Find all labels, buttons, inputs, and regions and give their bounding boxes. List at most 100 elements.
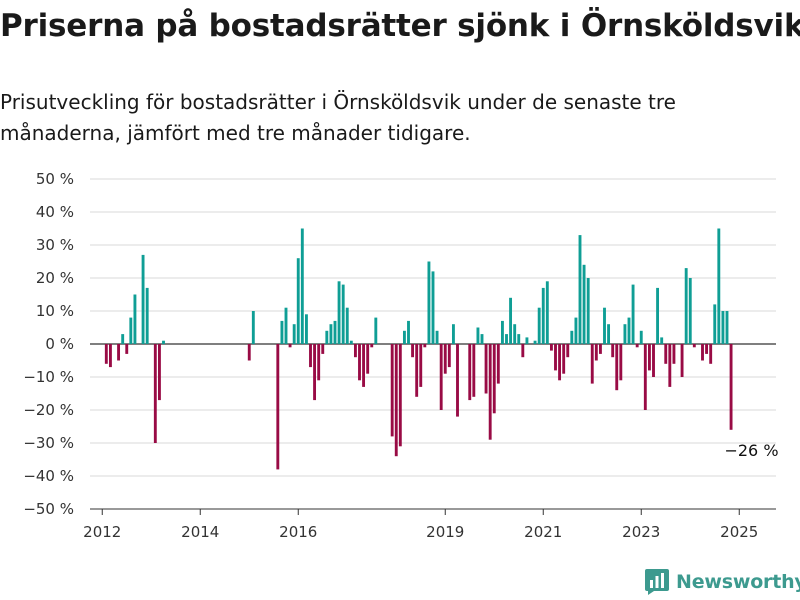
bar	[407, 320, 410, 344]
bar	[133, 294, 137, 344]
bar	[374, 317, 378, 344]
bar	[586, 278, 590, 344]
bar	[251, 311, 255, 344]
bar	[672, 344, 676, 364]
bar	[594, 344, 598, 361]
bar	[304, 314, 308, 344]
x-tick-label: 2021	[524, 523, 562, 541]
bar	[566, 344, 570, 358]
bar	[680, 344, 684, 377]
bar	[435, 330, 439, 344]
bar	[533, 340, 537, 344]
bar	[419, 344, 423, 387]
chart-title: Priserna på bostadsrätter sjönk i Örnskö…	[0, 8, 800, 44]
bar	[488, 344, 492, 440]
bar	[537, 307, 541, 344]
bar	[439, 344, 443, 410]
bar	[623, 324, 627, 344]
bar	[341, 284, 345, 344]
bar	[141, 254, 145, 344]
bar	[647, 344, 651, 371]
bar	[247, 344, 251, 361]
bar	[631, 284, 635, 344]
bar	[423, 344, 427, 348]
y-tick-label: −30 %	[23, 434, 74, 452]
bar	[325, 330, 329, 344]
bar	[562, 344, 566, 374]
bar	[451, 324, 455, 344]
bar	[558, 344, 562, 381]
bar	[117, 344, 121, 361]
bar	[721, 311, 725, 344]
bar	[145, 287, 149, 344]
bars	[104, 228, 733, 470]
bar	[125, 344, 129, 354]
bar	[313, 344, 317, 401]
y-tick-label: −50 %	[23, 500, 74, 518]
newsworthy-logo-text: Newsworthy	[676, 571, 800, 593]
bar	[333, 320, 337, 344]
bar	[500, 320, 504, 344]
newsworthy-logo-icon	[645, 569, 669, 595]
bar	[729, 344, 733, 430]
last-value-annotation: −26 %	[724, 441, 778, 460]
x-tick-label: 2023	[622, 523, 660, 541]
bar	[660, 337, 664, 344]
bar	[717, 228, 721, 344]
bar	[484, 344, 488, 394]
bar	[709, 344, 713, 364]
bar	[337, 281, 341, 344]
bar	[390, 344, 394, 437]
bar	[725, 311, 729, 344]
bar	[541, 287, 545, 344]
bar	[603, 307, 606, 344]
bar	[345, 307, 349, 344]
bar	[472, 344, 476, 397]
bar	[415, 344, 419, 397]
bar	[366, 344, 370, 374]
y-tick-label: −20 %	[23, 401, 74, 419]
bar	[509, 297, 513, 344]
bar	[517, 334, 521, 344]
bar	[639, 330, 643, 344]
bar	[317, 344, 321, 381]
bar	[656, 287, 660, 344]
x-tick-label: 2012	[83, 523, 121, 541]
bar	[635, 344, 639, 348]
y-tick-label: 30 %	[36, 236, 74, 254]
bar	[292, 324, 296, 344]
bar	[619, 344, 623, 381]
bar	[525, 337, 529, 344]
bar	[321, 344, 325, 354]
x-tick-label: 2019	[426, 523, 464, 541]
bar	[598, 344, 602, 354]
y-tick-label: 10 %	[36, 302, 74, 320]
bar	[129, 317, 133, 344]
bar	[549, 344, 553, 351]
bar	[162, 340, 165, 344]
bar	[362, 344, 366, 387]
bar	[590, 344, 594, 384]
bar	[468, 344, 472, 401]
bar	[705, 344, 709, 354]
x-axis-ticks: 2012 2014 2016 2019 2021 2023 2025	[83, 509, 758, 541]
x-tick-label: 2016	[279, 523, 317, 541]
y-tick-label: 50 %	[36, 170, 74, 188]
bar	[513, 324, 517, 344]
bar	[443, 344, 447, 374]
bar	[398, 344, 402, 447]
bar	[692, 344, 696, 348]
y-tick-label: −40 %	[23, 467, 74, 485]
bar	[554, 344, 557, 371]
bar	[615, 344, 619, 391]
bar	[496, 344, 500, 384]
x-tick-label: 2014	[181, 523, 219, 541]
bar	[411, 344, 415, 358]
bar	[309, 344, 312, 368]
bar	[476, 327, 480, 344]
bar	[713, 304, 717, 344]
bar	[288, 344, 292, 348]
bar	[280, 320, 284, 344]
chart-subtitle: Prisutveckling för bostadsrätter i Örnsk…	[0, 90, 676, 145]
bar	[574, 317, 578, 344]
